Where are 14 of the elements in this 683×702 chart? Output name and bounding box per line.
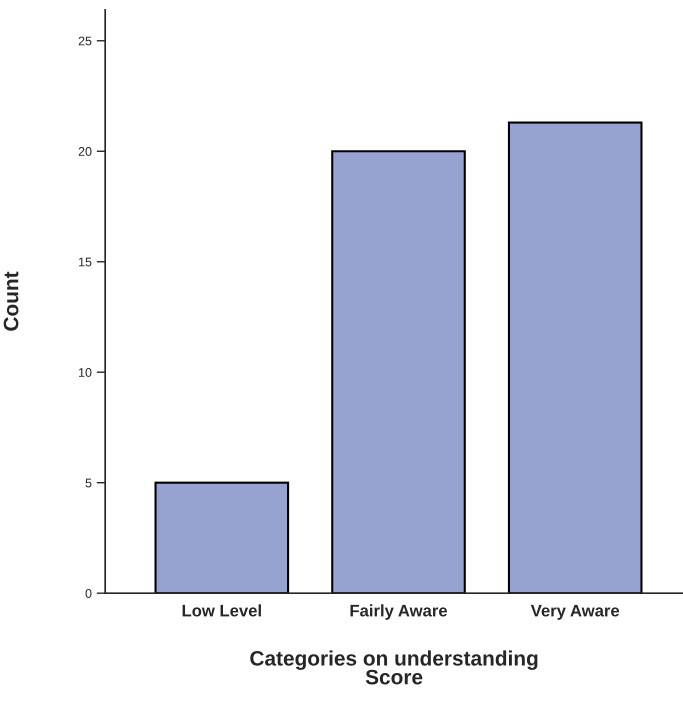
y-tick-label: 5: [86, 478, 92, 488]
bar: [508, 121, 643, 594]
y-tick-label: 20: [78, 147, 92, 156]
bar: [331, 150, 466, 594]
x-axis-title: Categories on understanding Score: [250, 650, 538, 684]
bar: [154, 482, 290, 594]
y-tick-label: 15: [79, 258, 92, 266]
x-tick-label: Low Level: [182, 604, 261, 617]
y-axis-title: Count: [4, 272, 18, 331]
y-tick-label: 10: [79, 368, 92, 377]
x-tick-label: Very Aware: [530, 604, 620, 620]
y-tick-label: 25: [78, 36, 92, 46]
x-tick-label: Fairly Aware: [350, 604, 448, 620]
y-tick-label: 0: [86, 588, 92, 598]
